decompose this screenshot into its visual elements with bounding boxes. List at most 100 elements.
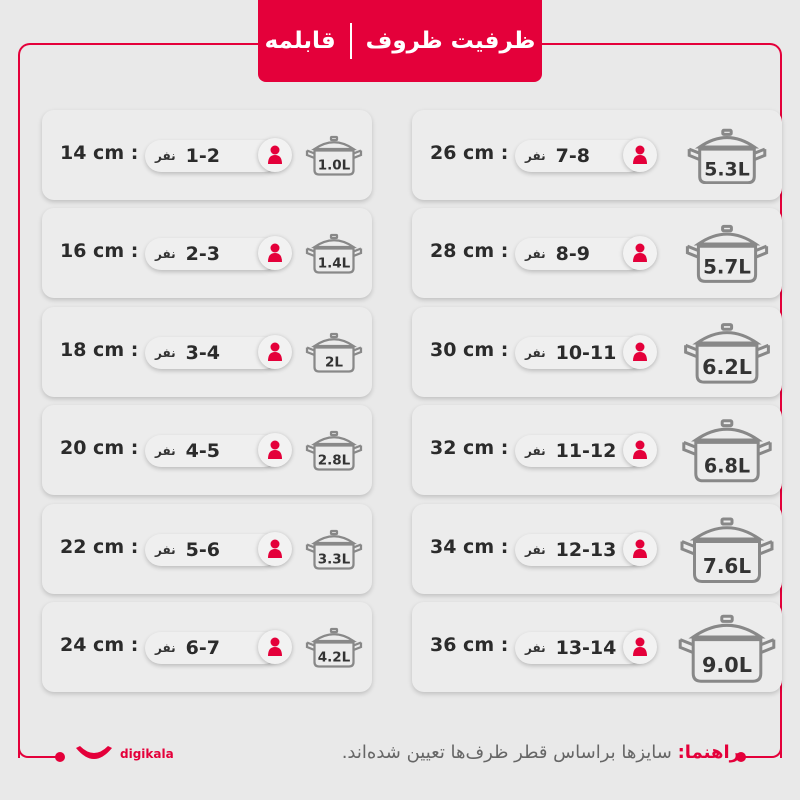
people-range: 8-9 — [555, 243, 590, 265]
frame-corner — [18, 743, 32, 758]
smile-logo-icon — [76, 746, 112, 759]
diameter-label: 36 cm : — [430, 634, 509, 656]
capacity-card: 32 cm : نفر 11-12 6.8L — [412, 405, 782, 495]
people-range: 11-12 — [555, 440, 617, 462]
people-pill: نفر 4-5 — [145, 435, 280, 467]
people-range: 10-11 — [555, 342, 617, 364]
svg-text:6.2L: 6.2L — [702, 355, 752, 379]
diameter-label: 34 cm : — [430, 536, 509, 558]
people-pill: نفر 2-3 — [145, 238, 280, 270]
capacity-card: 24 cm : نفر 6-7 4.2L — [42, 602, 372, 692]
people-unit: نفر — [155, 444, 176, 458]
people-range: 12-13 — [555, 539, 617, 561]
diameter-label: 32 cm : — [430, 437, 509, 459]
capacity-card: 14 cm : نفر 1-2 1.0L — [42, 110, 372, 200]
people-pill: نفر 5-6 — [145, 534, 280, 566]
diameter-label: 28 cm : — [430, 240, 509, 262]
person-icon — [258, 236, 292, 270]
person-icon — [258, 138, 292, 172]
people-unit: نفر — [525, 444, 546, 458]
pot-icon: 4.2L — [305, 627, 363, 668]
diameter-label: 20 cm : — [60, 437, 139, 459]
diameter-label: 22 cm : — [60, 536, 139, 558]
pot-icon: 6.2L — [684, 322, 770, 384]
pot-icon: 5.7L — [685, 225, 769, 284]
people-unit: نفر — [155, 247, 176, 261]
person-icon — [623, 138, 657, 172]
svg-text:2L: 2L — [325, 354, 343, 370]
capacity-card: 22 cm : نفر 5-6 3.3L — [42, 504, 372, 594]
diameter-label: 26 cm : — [430, 142, 509, 164]
person-icon — [623, 532, 657, 566]
people-unit: نفر — [155, 543, 176, 557]
people-unit: نفر — [525, 346, 546, 360]
pot-icon: 7.6L — [680, 517, 774, 583]
diameter-label: 30 cm : — [430, 339, 509, 361]
capacity-card: 26 cm : نفر 7-8 5.3L — [412, 110, 782, 200]
svg-text:6.8L: 6.8L — [704, 455, 750, 478]
capacity-card: 20 cm : نفر 4-5 2.8L — [42, 405, 372, 495]
capacity-card: 34 cm : نفر 12-13 7.6L — [412, 504, 782, 594]
people-unit: نفر — [525, 543, 546, 557]
person-icon — [623, 433, 657, 467]
pot-icon: 6.8L — [682, 419, 772, 483]
people-unit: نفر — [155, 149, 176, 163]
person-icon — [258, 630, 292, 664]
diameter-label: 16 cm : — [60, 240, 139, 262]
diameter-label: 24 cm : — [60, 634, 139, 656]
diameter-label: 18 cm : — [60, 339, 139, 361]
people-range: 1-2 — [185, 145, 220, 167]
people-range: 4-5 — [185, 440, 220, 462]
pot-icon: 9.0L — [678, 614, 776, 683]
svg-text:9.0L: 9.0L — [702, 653, 752, 677]
header-title: ظرفیت ظروف — [365, 28, 536, 54]
people-unit: نفر — [155, 641, 176, 655]
frame-dot — [736, 752, 746, 762]
people-unit: نفر — [525, 247, 546, 261]
people-unit: نفر — [525, 149, 546, 163]
person-icon — [623, 335, 657, 369]
capacity-card: 16 cm : نفر 2-3 1.4L — [42, 208, 372, 298]
people-pill: نفر 11-12 — [515, 435, 645, 467]
frame-dot — [55, 752, 65, 762]
pot-icon: 1.4L — [305, 233, 363, 274]
people-pill: نفر 8-9 — [515, 238, 645, 270]
people-pill: نفر 3-4 — [145, 337, 280, 369]
frame-corner — [768, 743, 782, 758]
svg-text:2.8L: 2.8L — [318, 452, 351, 468]
people-pill: نفر 6-7 — [145, 632, 280, 664]
person-icon — [258, 335, 292, 369]
header-subtitle: قابلمه — [264, 28, 336, 54]
svg-text:5.7L: 5.7L — [703, 256, 751, 279]
people-range: 3-4 — [185, 342, 220, 364]
svg-text:1.0L: 1.0L — [318, 157, 351, 173]
brand-name: digikala — [120, 747, 174, 761]
svg-text:7.6L: 7.6L — [703, 554, 751, 578]
capacity-card: 36 cm : نفر 13-14 9.0L — [412, 602, 782, 692]
person-icon — [258, 532, 292, 566]
guide-label: راهنما: — [677, 742, 740, 763]
pot-icon: 3.3L — [305, 529, 363, 570]
svg-text:5.3L: 5.3L — [704, 158, 749, 180]
pot-icon: 2L — [305, 332, 363, 373]
person-icon — [623, 236, 657, 270]
people-range: 13-14 — [555, 637, 617, 659]
digikala-logo: digikala — [74, 744, 174, 764]
person-icon — [623, 630, 657, 664]
svg-text:4.2L: 4.2L — [318, 649, 351, 665]
diameter-label: 14 cm : — [60, 142, 139, 164]
frame-line — [740, 756, 770, 758]
header-divider — [349, 23, 352, 59]
header-banner: ظرفیت ظروف قابلمه — [258, 0, 542, 82]
people-range: 7-8 — [555, 145, 590, 167]
people-pill: نفر 1-2 — [145, 140, 280, 172]
svg-text:1.4L: 1.4L — [318, 255, 351, 271]
people-range: 2-3 — [185, 243, 220, 265]
capacity-card: 30 cm : نفر 10-11 6.2L — [412, 307, 782, 397]
guide-note: راهنما: سایزها براساس قطر ظرف‌ها تعیین ش… — [342, 742, 740, 763]
capacity-card: 28 cm : نفر 8-9 5.7L — [412, 208, 782, 298]
capacity-card: 18 cm : نفر 3-4 2L — [42, 307, 372, 397]
pot-icon: 1.0L — [305, 135, 363, 176]
frame-line — [30, 756, 58, 758]
people-range: 6-7 — [185, 637, 220, 659]
